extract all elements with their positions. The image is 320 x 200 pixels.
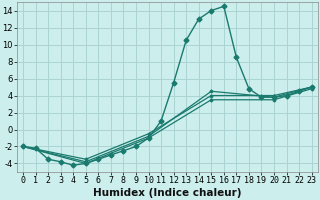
X-axis label: Humidex (Indice chaleur): Humidex (Indice chaleur) xyxy=(93,188,242,198)
